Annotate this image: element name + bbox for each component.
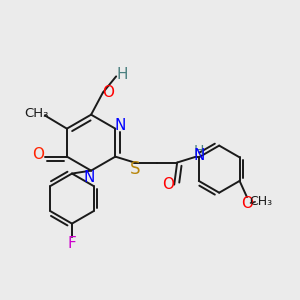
Text: N: N (194, 148, 205, 163)
Text: N: N (115, 118, 126, 133)
Text: O: O (32, 147, 44, 162)
Text: O: O (162, 177, 174, 192)
Text: H: H (194, 144, 204, 158)
Text: H: H (117, 67, 128, 82)
Text: O: O (102, 85, 114, 100)
Text: F: F (68, 236, 76, 251)
Text: O: O (241, 196, 253, 211)
Text: S: S (130, 160, 140, 178)
Text: CH₃: CH₃ (24, 107, 48, 120)
Text: N: N (84, 169, 95, 184)
Text: CH₃: CH₃ (250, 195, 273, 208)
